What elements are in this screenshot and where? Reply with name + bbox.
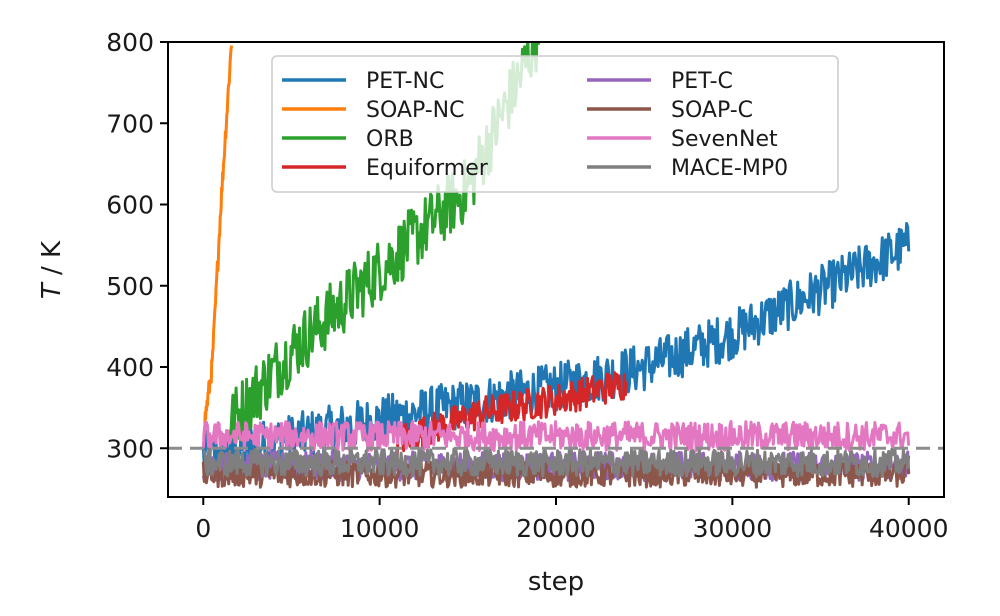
x-tick-label: 40000 [869,514,949,543]
series-line-soap-nc [202,45,233,439]
y-axis-label-symbol: T [37,281,67,299]
legend-box [271,55,839,193]
legend-label-orb: ORB [366,127,414,152]
x-tick-label: 10000 [340,514,420,543]
legend-label-soap-c: SOAP-C [671,98,753,123]
x-axis-label: step [528,567,584,597]
series-line-mace-mp0 [202,447,911,479]
x-tick-label: 20000 [516,514,596,543]
x-tick-label: 30000 [693,514,773,543]
y-tick-label: 800 [106,28,154,57]
y-tick-label: 400 [106,353,154,382]
legend-label-equiformer: Equiformer [366,156,489,181]
series-line-sevennet [201,419,911,453]
y-tick-label: 500 [106,272,154,301]
y-tick-label: 700 [106,109,154,138]
legend-label-soap-nc: SOAP-NC [366,98,464,123]
y-axis-label-unit: / K [37,240,67,283]
legend: PET-NC SOAP-NC ORB Equiformer PET-C SOAP-C Sev… [271,55,839,193]
legend-label-pet-c: PET-C [671,69,733,94]
series-line-equiformer [395,371,628,456]
legend-label-sevennet: SevenNet [671,127,778,152]
y-axis: 300 400 500 600 700 800 [106,28,168,463]
y-tick-label: 300 [106,434,154,463]
y-tick-label: 600 [106,191,154,220]
legend-label-mace-mp0: MACE-MP0 [671,156,788,181]
y-axis-label: T / K [37,240,67,299]
x-tick-label: 0 [195,514,211,543]
legend-label-pet-nc: PET-NC [366,69,444,94]
x-axis: 0 10000 20000 30000 40000 [195,497,948,543]
series-layer [201,42,911,489]
